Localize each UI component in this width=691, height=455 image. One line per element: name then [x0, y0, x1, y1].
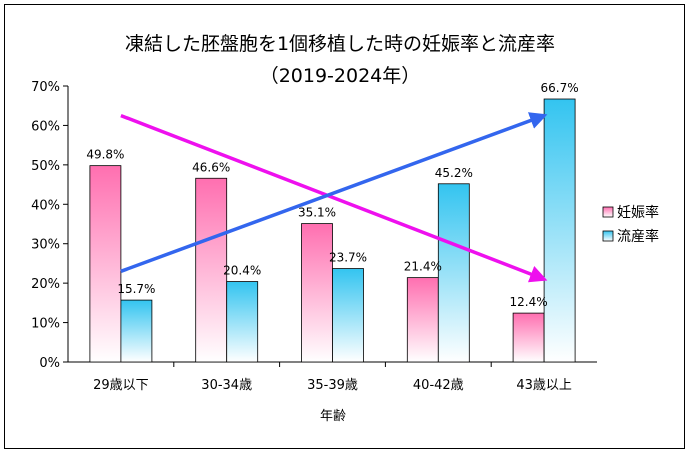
chart-title: 凍結した胚盤胞を1個移植した時の妊娠率と流産率 — [125, 33, 555, 55]
y-tick-labels: 0% 10% 20% 30% 40% 50% 60% 70% — [31, 80, 68, 371]
legend-swatch-miscarriage — [602, 230, 614, 242]
trend-arrow-miscarriage — [120, 112, 548, 273]
data-labels: 49.8% 15.7% 46.6% 20.4% 35.1% 23.7% 21.4% 45.2%… — [86, 81, 578, 309]
y-tick-label: 0% — [39, 356, 60, 371]
bar-pregnancy-rate — [89, 165, 122, 363]
y-tick-label: 60% — [31, 119, 60, 134]
x-tick-label: 40-42歳 — [413, 378, 464, 393]
data-label-miscarriage: 45.2% — [435, 166, 473, 180]
y-tick-label: 30% — [31, 238, 60, 253]
bar-miscarriage-rate — [437, 183, 470, 363]
x-tick-label: 35-39歳 — [307, 378, 358, 393]
x-tick-label: 43歳以上 — [516, 378, 572, 393]
y-tick-label: 20% — [31, 277, 60, 292]
bars — [89, 98, 576, 363]
legend-label-miscarriage: 流産率 — [617, 228, 659, 245]
bar-miscarriage-rate — [226, 281, 259, 363]
data-label-miscarriage: 15.7% — [117, 282, 155, 296]
x-tick-labels: 29歳以下 30-34歳 35-39歳 40-42歳 43歳以上 — [93, 362, 572, 393]
trend-arrow-pregnancy — [120, 113, 548, 283]
legend-label-pregnancy: 妊娠率 — [617, 204, 659, 221]
data-label-miscarriage: 23.7% — [329, 251, 367, 265]
bar-pregnancy-rate — [512, 312, 545, 363]
data-label-pregnancy: 21.4% — [404, 260, 442, 274]
data-label-pregnancy: 35.1% — [298, 206, 336, 220]
y-tick-label: 40% — [31, 198, 60, 213]
bar-pregnancy-rate — [406, 277, 439, 363]
data-label-miscarriage: 20.4% — [223, 264, 261, 278]
data-label-pregnancy: 49.8% — [86, 148, 124, 162]
data-label-miscarriage: 66.7% — [541, 81, 579, 95]
chart-subtitle: （2019-2024年） — [260, 65, 421, 87]
legend-swatch-pregnancy — [602, 206, 614, 218]
bar-pregnancy-rate — [195, 177, 228, 363]
x-axis-title: 年齢 — [320, 409, 346, 424]
legend: 妊娠率 流産率 — [602, 204, 659, 245]
bar-miscarriage-rate — [120, 299, 153, 363]
y-tick-label: 70% — [31, 80, 60, 95]
bar-pregnancy-rate — [301, 223, 333, 363]
bar-miscarriage-rate — [332, 268, 364, 363]
y-tick-label: 50% — [31, 159, 60, 174]
data-label-pregnancy: 12.4% — [510, 295, 548, 309]
trend-arrows — [120, 112, 548, 283]
x-tick-label: 29歳以下 — [93, 378, 149, 393]
bar-miscarriage-rate — [543, 98, 576, 363]
y-tick-label: 10% — [31, 317, 60, 332]
x-tick-label: 30-34歳 — [201, 378, 252, 393]
data-label-pregnancy: 46.6% — [192, 160, 230, 174]
